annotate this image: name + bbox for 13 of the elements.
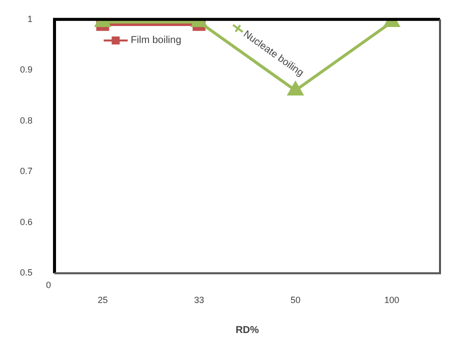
x-axis-title: RD% (236, 324, 260, 336)
y-tick-label: 0.5 (20, 268, 33, 278)
x-tick-label: 25 (98, 295, 108, 306)
y-tick-label: 0.9 (20, 64, 33, 75)
x-tick-label: 33 (194, 295, 204, 306)
x-tick-label: 50 (290, 295, 300, 306)
y-tick-label: 0.8 (20, 115, 33, 126)
legend-label: Film boiling (130, 35, 182, 46)
y-tick-label: 1 (27, 14, 33, 24)
y-tick-label: 0.6 (20, 216, 33, 227)
y-tick-label: 0.7 (20, 166, 33, 176)
x-tick-label: 100 (384, 295, 400, 306)
text: 0 (46, 280, 52, 290)
